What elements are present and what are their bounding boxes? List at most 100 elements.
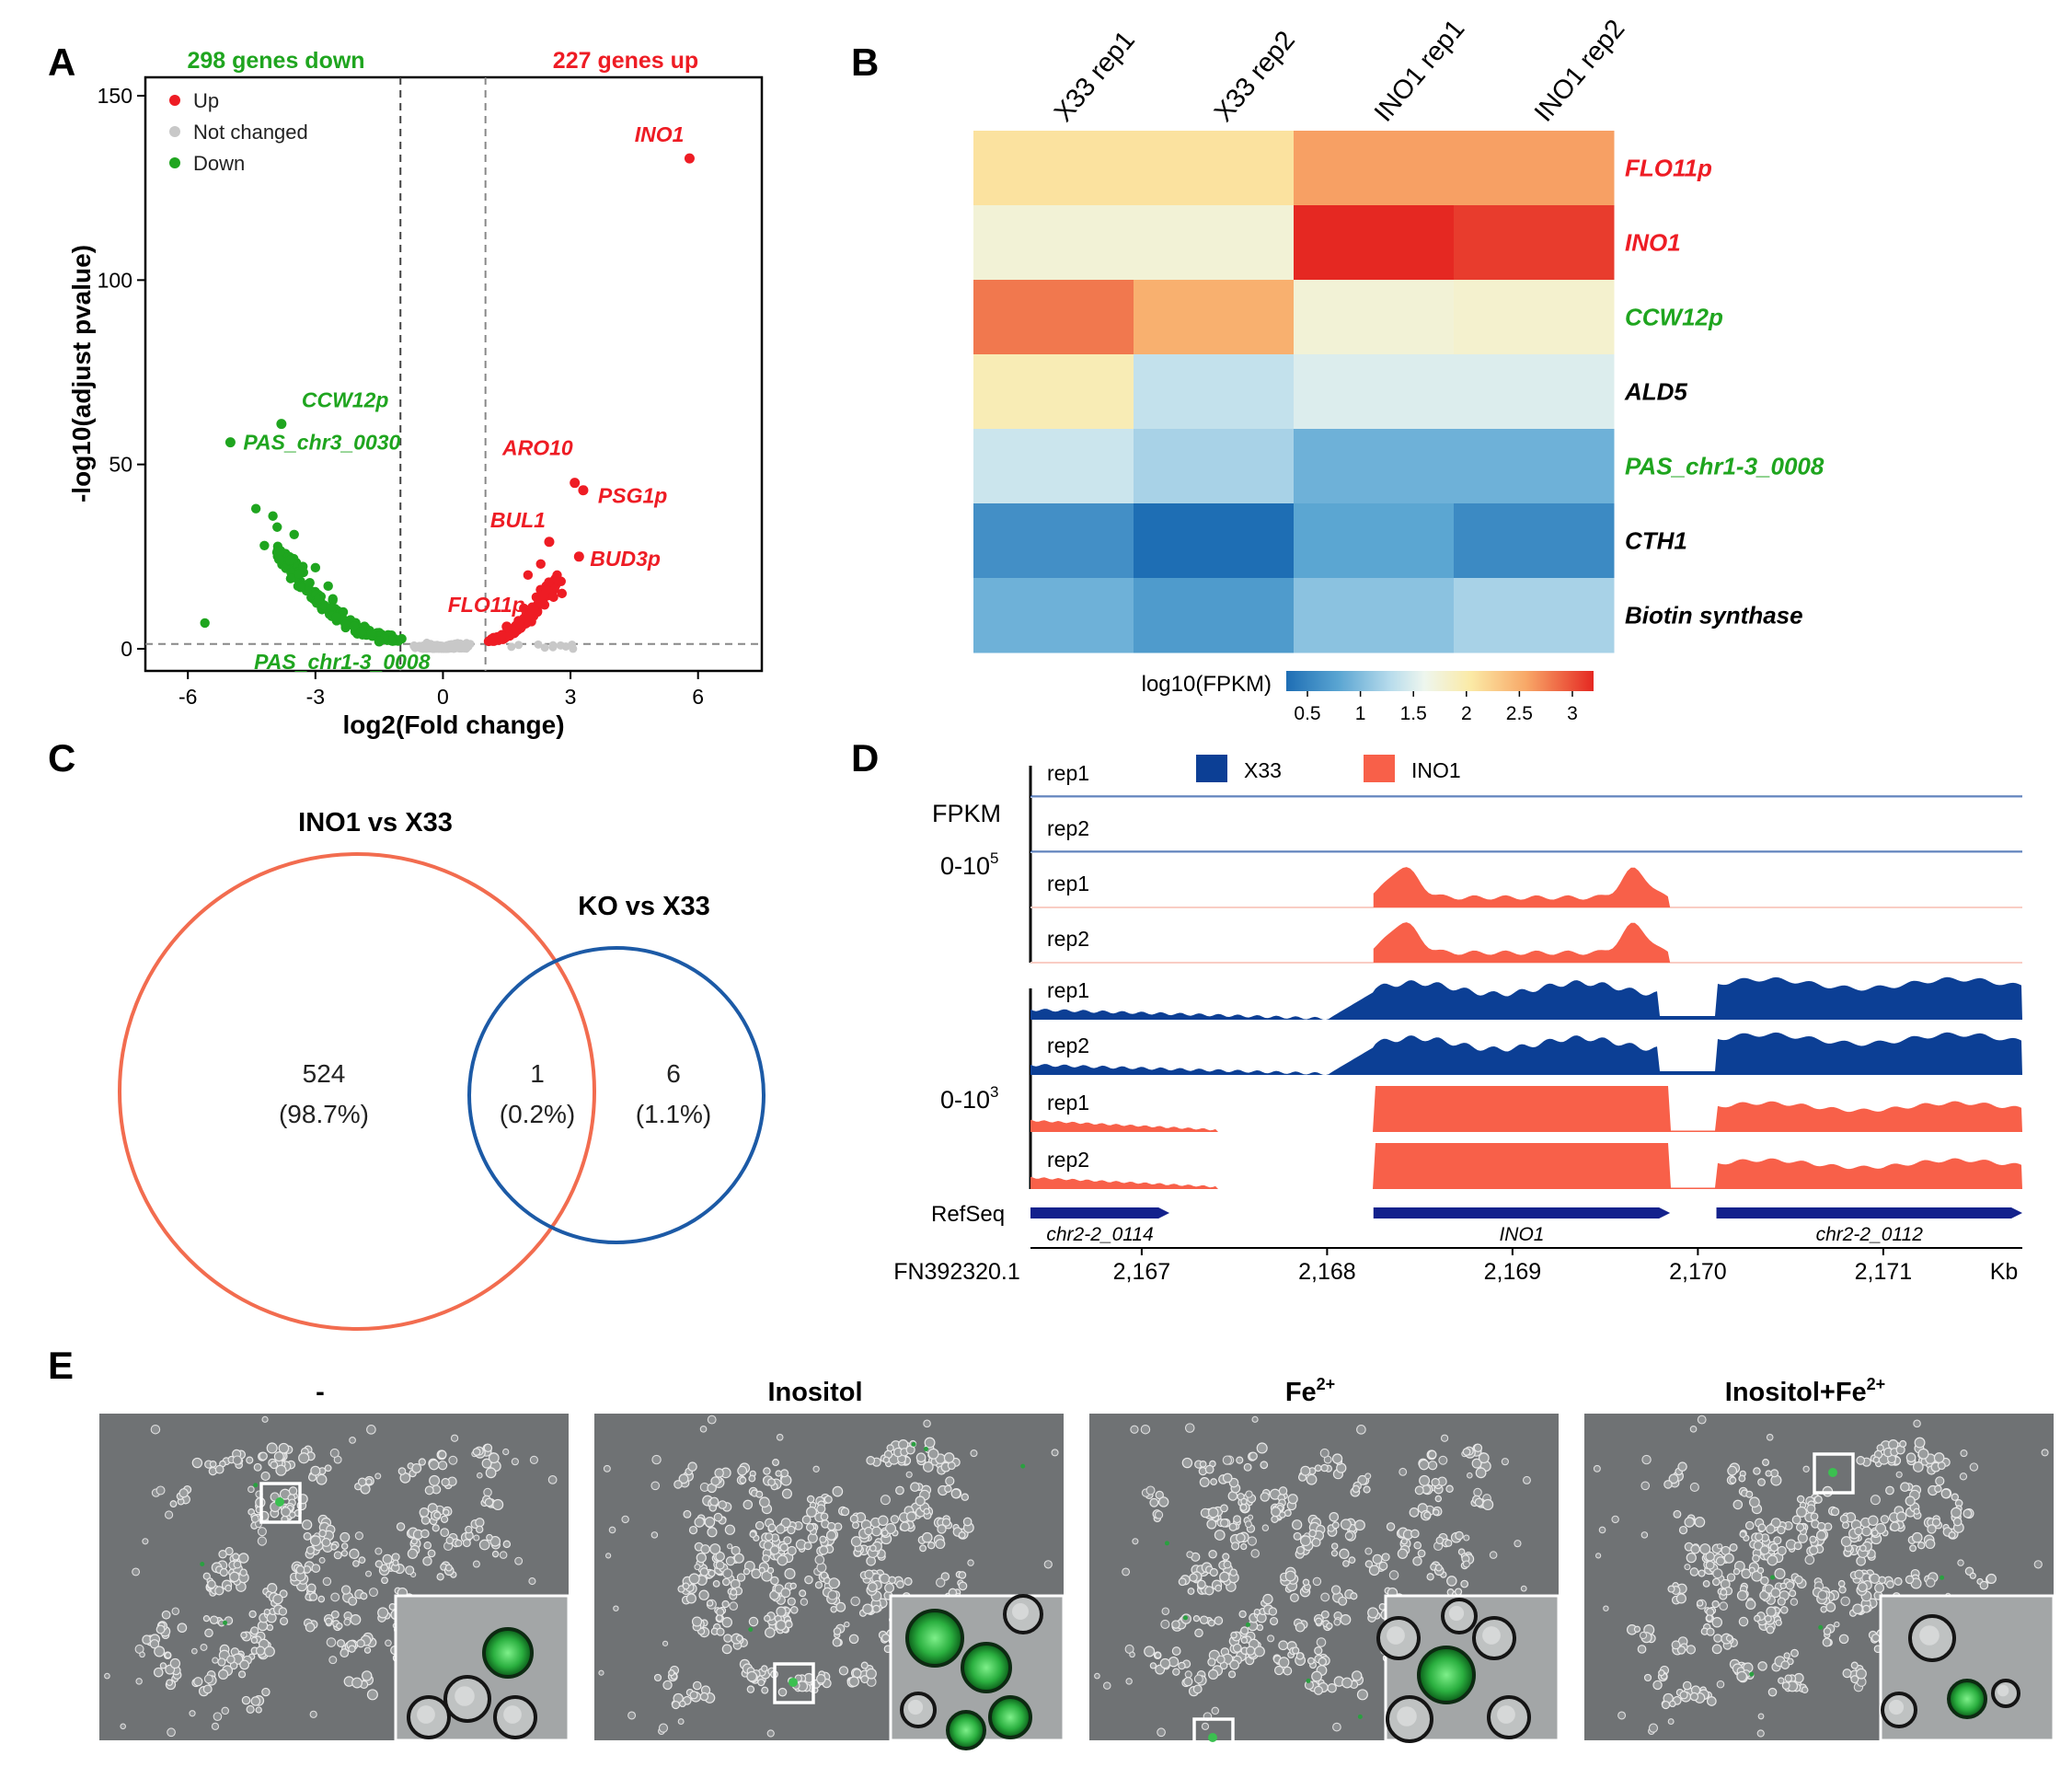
cell xyxy=(354,1531,363,1541)
cell xyxy=(1810,1512,1819,1521)
volcano-point xyxy=(326,602,336,613)
cell xyxy=(1706,1607,1715,1617)
cell xyxy=(380,1564,388,1572)
volcano-point xyxy=(684,153,695,164)
cell xyxy=(1951,1493,1959,1501)
cell xyxy=(739,1476,747,1484)
cell xyxy=(1667,1718,1675,1726)
cell xyxy=(324,1464,332,1472)
cell xyxy=(1673,1509,1682,1519)
cell xyxy=(780,1518,791,1529)
cell xyxy=(1757,1478,1766,1486)
cell xyxy=(1340,1613,1352,1625)
volcano-point xyxy=(544,537,555,548)
yeast-vacuole xyxy=(1387,1626,1405,1645)
cell xyxy=(1952,1517,1963,1527)
cell xyxy=(671,1700,681,1710)
cell xyxy=(1262,1593,1273,1605)
volcano-point xyxy=(295,583,305,593)
volcano-point xyxy=(323,581,333,592)
volcano-y-tick-label: 100 xyxy=(98,268,132,292)
cell xyxy=(1043,1560,1053,1569)
cell xyxy=(1350,1592,1358,1600)
cell xyxy=(295,1565,305,1575)
cell xyxy=(1181,1457,1193,1469)
cell xyxy=(1364,1560,1374,1568)
volcano-point xyxy=(504,630,515,641)
cell xyxy=(729,1601,739,1611)
cell xyxy=(438,1461,448,1471)
gene-model xyxy=(1030,1207,1170,1218)
cell xyxy=(436,1573,444,1581)
cell xyxy=(1455,1530,1464,1541)
cell xyxy=(1825,1601,1836,1612)
cell xyxy=(1689,1482,1699,1492)
cell xyxy=(1669,1700,1676,1708)
cell xyxy=(1352,1484,1360,1494)
micrograph-panel xyxy=(1089,1414,1560,1760)
cell xyxy=(1795,1523,1805,1532)
cell xyxy=(1356,1689,1368,1701)
yeast-vacuole xyxy=(1448,1605,1465,1622)
cell xyxy=(514,1556,524,1565)
cell xyxy=(603,1464,611,1472)
cell xyxy=(1129,1651,1135,1658)
volcano-x-tick-label: 0 xyxy=(437,685,449,709)
volcano-point xyxy=(272,522,282,532)
cell xyxy=(1682,1680,1692,1691)
cell xyxy=(164,1651,172,1659)
cell xyxy=(1759,1590,1770,1600)
cell xyxy=(279,1616,289,1626)
cell xyxy=(365,1570,372,1577)
cell xyxy=(1320,1610,1330,1619)
cell xyxy=(318,1556,326,1564)
colorbar-tick-label: 0.5 xyxy=(1294,703,1320,724)
cell xyxy=(769,1545,780,1555)
colorbar-tick-label: 2.5 xyxy=(1506,703,1533,724)
cell xyxy=(1260,1461,1269,1470)
cell xyxy=(1878,1576,1886,1585)
cell xyxy=(259,1451,268,1461)
cell xyxy=(1727,1465,1738,1476)
cell xyxy=(1341,1677,1353,1689)
micrograph-panel xyxy=(1584,1414,2055,1742)
cell xyxy=(1434,1564,1443,1572)
cell xyxy=(1736,1589,1748,1601)
cell xyxy=(900,1521,910,1532)
cell xyxy=(351,1677,363,1689)
gfp-cell-mini xyxy=(275,1497,284,1507)
cell xyxy=(405,1565,415,1576)
cell xyxy=(805,1523,815,1532)
colorbar-tick-label: 3 xyxy=(1567,703,1578,724)
cell xyxy=(758,1566,765,1574)
cell xyxy=(1315,1617,1323,1625)
gfp-speck xyxy=(1940,1575,1945,1580)
cell xyxy=(1935,1476,1945,1486)
cell xyxy=(700,1544,710,1554)
cell xyxy=(621,1515,629,1524)
cell xyxy=(1229,1659,1240,1670)
cell xyxy=(302,1519,313,1530)
heatmap-row-label: CCW12p xyxy=(1625,304,1723,331)
cell xyxy=(1745,1490,1754,1498)
cell xyxy=(769,1590,780,1600)
cell xyxy=(777,1554,789,1566)
heatmap-cell xyxy=(1294,354,1455,430)
cell xyxy=(318,1529,327,1538)
cell xyxy=(311,1564,321,1573)
cell xyxy=(962,1517,973,1527)
cell xyxy=(1706,1696,1717,1706)
cell xyxy=(1132,1538,1139,1545)
cell xyxy=(1677,1461,1687,1472)
volcano-point xyxy=(410,643,420,653)
heatmap-cell xyxy=(1454,205,1615,281)
cell xyxy=(305,1622,316,1633)
cell xyxy=(260,1471,271,1482)
cell xyxy=(937,1524,947,1534)
cell xyxy=(1332,1722,1341,1732)
cell xyxy=(961,1493,969,1501)
cell xyxy=(1220,1504,1228,1513)
cell xyxy=(1784,1674,1793,1682)
volcano-point xyxy=(519,603,529,614)
cell xyxy=(888,1576,896,1585)
